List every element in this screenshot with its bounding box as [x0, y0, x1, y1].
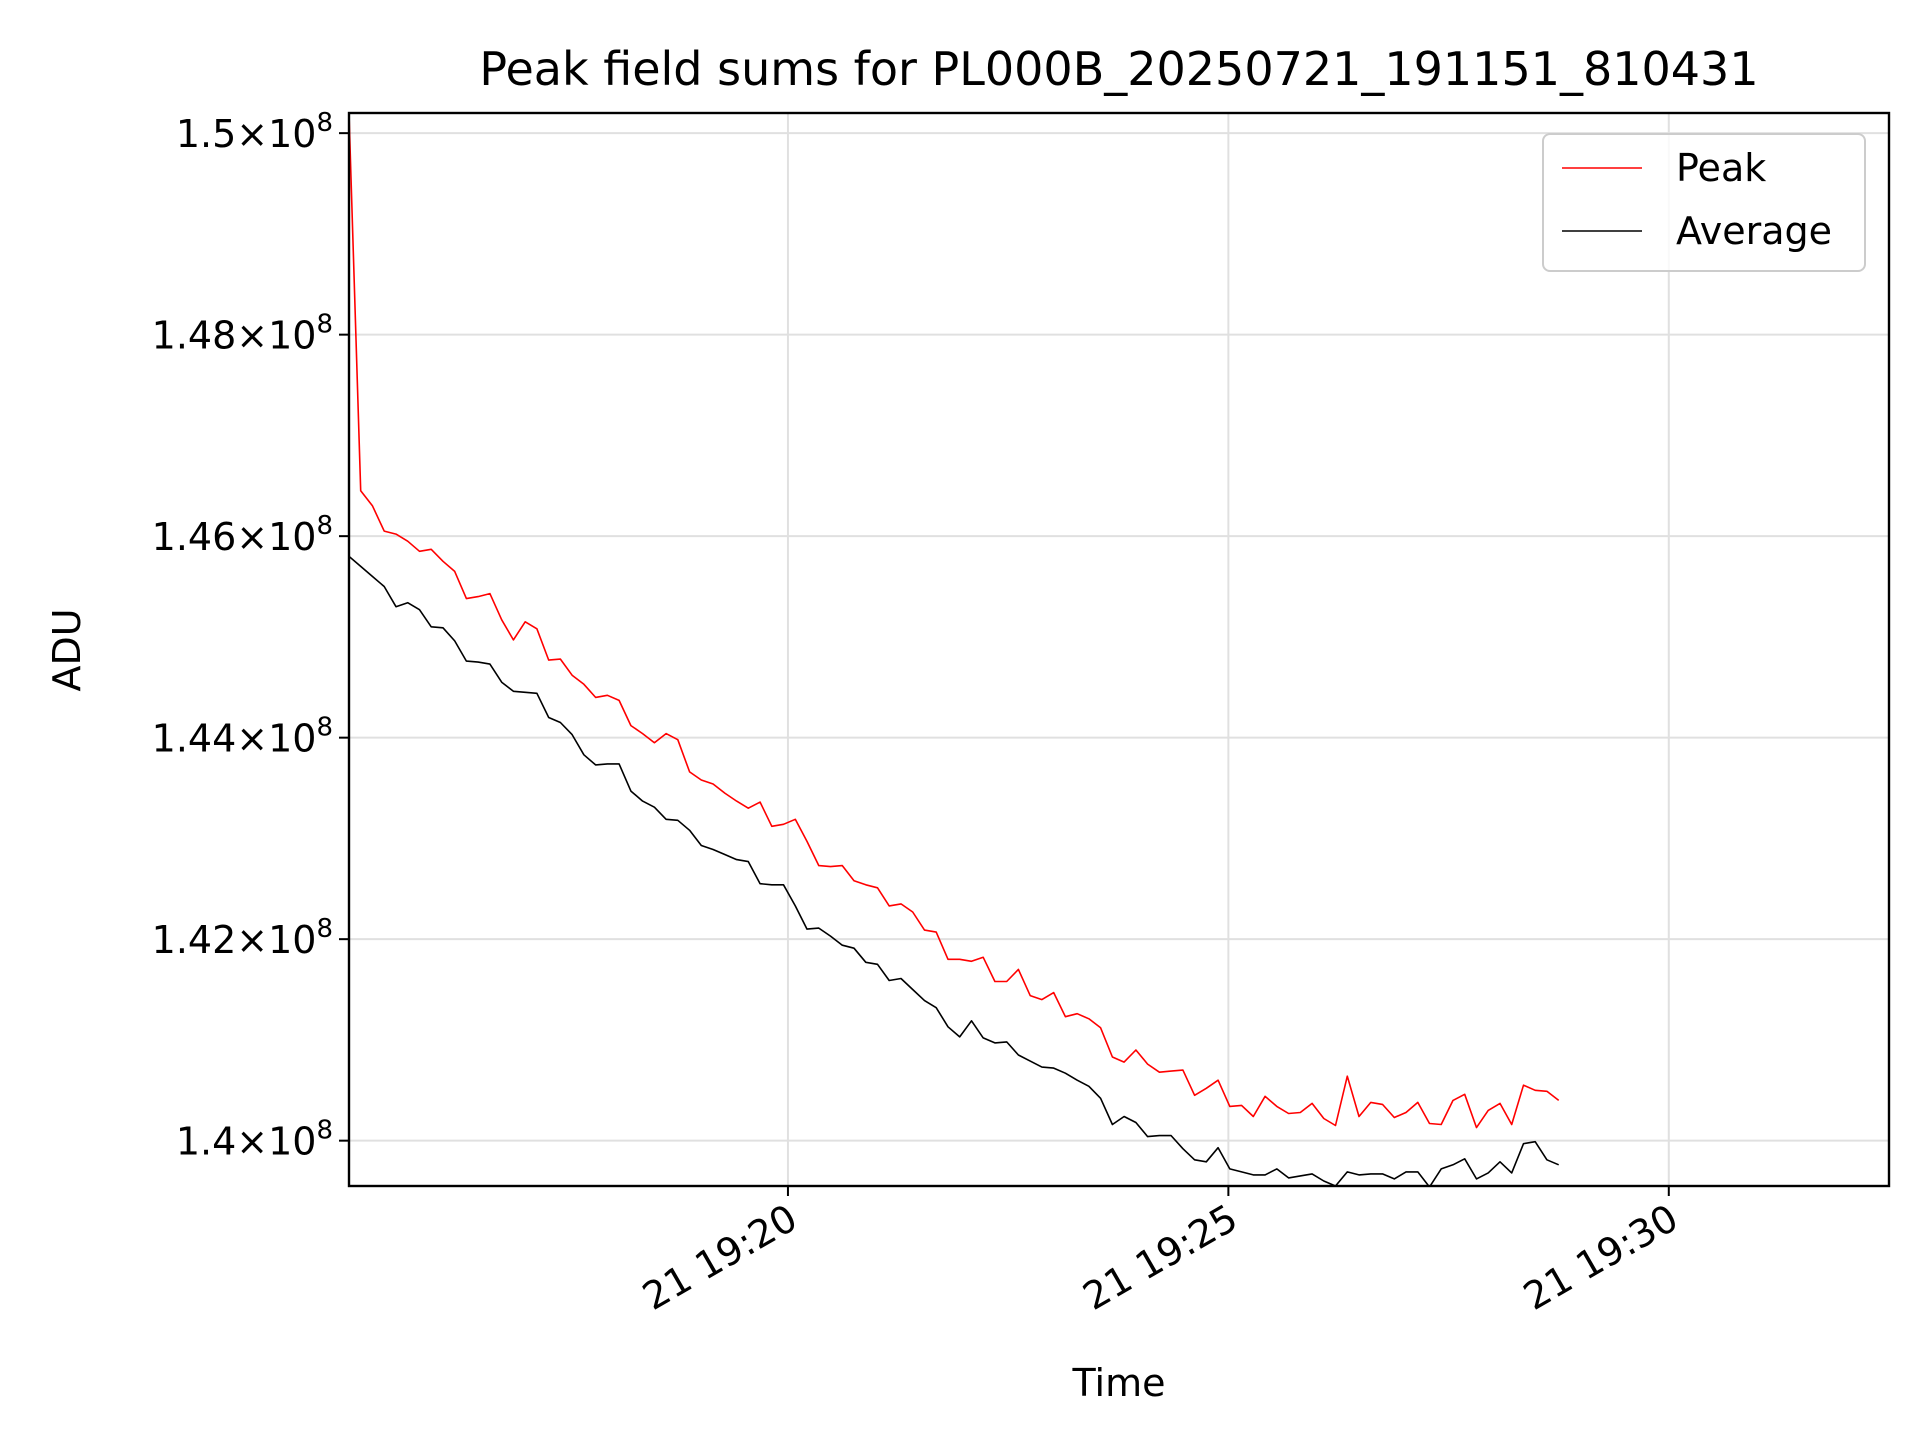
- y-tick-label-2: 1.44×108: [152, 713, 333, 761]
- series-layer: [349, 113, 1560, 1186]
- grid-layer: [349, 113, 1889, 1186]
- x-axis-label: Time: [1072, 1361, 1166, 1405]
- series-line-peak: [349, 113, 1560, 1129]
- legend-label-peak: Peak: [1676, 146, 1766, 190]
- x-axis: 21 19:20 21 19:25 21 19:30: [635, 1186, 1685, 1319]
- legend-label-average: Average: [1676, 209, 1832, 253]
- plot-frame: [347, 111, 1891, 1188]
- y-axis-label: ADU: [45, 608, 89, 691]
- y-tick-label-5: 1.5×108: [176, 108, 333, 156]
- legend: Peak Average: [1542, 133, 1866, 272]
- x-tick-label-0: 21 19:20: [635, 1196, 804, 1319]
- y-tick-label-1: 1.42×108: [152, 914, 333, 962]
- x-tick-label-1: 21 19:25: [1076, 1196, 1245, 1319]
- chart-title: Peak field sums for PL000B_20250721_1911…: [479, 42, 1758, 96]
- y-tick-label-0: 1.4×108: [176, 1116, 333, 1164]
- x-tick-label-2: 21 19:30: [1516, 1196, 1685, 1319]
- y-axis: 1.4×108 1.42×108 1.44×108 1.46×108 1.48×108 1…: [152, 108, 349, 1164]
- series-line-average: [349, 555, 1560, 1186]
- y-tick-label-4: 1.48×108: [152, 310, 333, 358]
- y-tick-label-3: 1.46×108: [152, 511, 333, 559]
